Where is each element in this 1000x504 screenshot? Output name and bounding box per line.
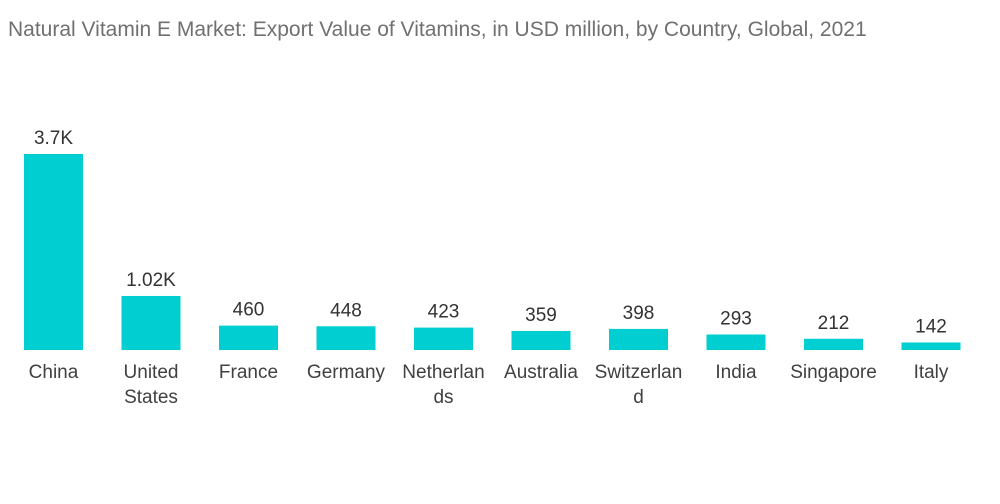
- value-label-1: 1.02K: [126, 270, 176, 291]
- category-label-4-line-1: ds: [433, 387, 453, 408]
- category-label-6-line-1: d: [633, 387, 644, 408]
- category-label-2: France: [219, 362, 278, 383]
- chart-title: Natural Vitamin E Market: Export Value o…: [8, 18, 867, 41]
- bar-4: [414, 327, 473, 350]
- value-label-0: 3.7K: [34, 128, 73, 149]
- category-label-5: Australia: [504, 362, 578, 383]
- value-label-4: 423: [428, 302, 460, 323]
- bar-1: [121, 295, 181, 350]
- category-label-8: Singapore: [790, 362, 877, 383]
- category-label-1-line-1: States: [124, 387, 178, 408]
- value-label-7: 293: [720, 308, 752, 329]
- bar-0: [24, 154, 83, 350]
- category-label-9: Italy: [914, 362, 949, 383]
- category-label-6-line-0: Switzerlan: [595, 362, 683, 383]
- value-label-2: 460: [233, 300, 265, 321]
- value-label-8: 212: [818, 313, 850, 334]
- bar-7: [706, 334, 766, 350]
- bar-9: [901, 342, 961, 350]
- bar-5: [511, 330, 571, 350]
- bar-3: [316, 326, 376, 350]
- category-label-0: China: [29, 362, 79, 383]
- value-label-9: 142: [915, 316, 947, 337]
- bar-6: [609, 328, 668, 350]
- category-label-3: Germany: [307, 362, 386, 383]
- category-label-1-line-0: United: [124, 362, 179, 383]
- category-label-4-line-0: Netherlan: [402, 362, 484, 383]
- value-label-6: 398: [623, 303, 655, 324]
- value-label-5: 359: [525, 305, 557, 326]
- bar-2: [219, 325, 278, 350]
- category-label-7: India: [715, 362, 757, 383]
- bar-8: [804, 338, 863, 350]
- value-label-3: 448: [330, 300, 362, 321]
